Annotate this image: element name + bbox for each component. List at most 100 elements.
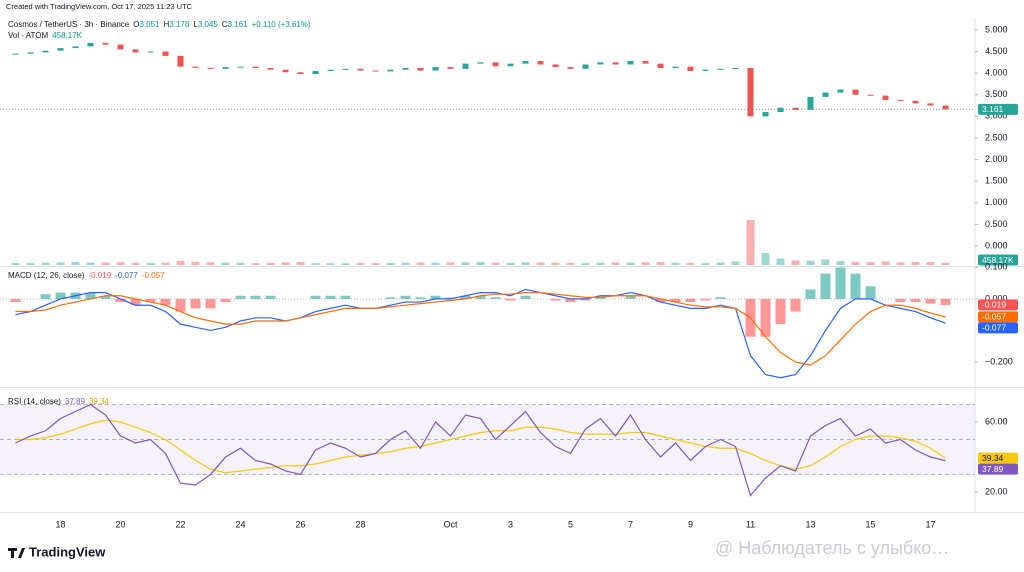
candle xyxy=(177,55,184,67)
volume-bar xyxy=(386,263,395,265)
ohlc-label: C xyxy=(221,20,228,29)
logo: TradingView xyxy=(8,544,106,559)
volume-bar xyxy=(326,263,335,265)
volume-bar xyxy=(311,263,320,265)
macd-tag: -0.077 xyxy=(982,323,1006,333)
created-note: Created with TradingView.com, Oct 17, 20… xyxy=(6,2,192,11)
candle xyxy=(822,92,829,97)
candle xyxy=(102,42,109,45)
candle xyxy=(417,67,424,71)
macd-signal-value: -0.057 xyxy=(141,271,165,280)
histogram-bar xyxy=(580,298,591,301)
y-tick-label: 5.000 xyxy=(985,24,1008,34)
volume-bar xyxy=(701,263,710,265)
rsi-title: RSI (14, close) xyxy=(8,397,61,406)
macd-tag-bg xyxy=(978,322,1018,334)
x-tick-label: 13 xyxy=(805,519,815,529)
volume-bar xyxy=(626,262,635,265)
y-tick-label: 0.000 xyxy=(985,293,1008,303)
symbol-legend: Cosmos / TetherUS · 3h · Binance O3.051 H… xyxy=(8,20,311,29)
x-tick-label: 5 xyxy=(568,519,573,529)
candle xyxy=(522,61,529,64)
ohlc-value: 3.051 xyxy=(139,20,160,29)
price-change: +0.110 (+3.61%) xyxy=(251,20,311,29)
candle xyxy=(147,51,154,53)
x-tick-label: 18 xyxy=(55,519,65,529)
volume-bar xyxy=(416,262,425,265)
macd-hist-value: -0.019 xyxy=(88,271,112,280)
histogram-bar xyxy=(775,298,786,325)
histogram-bar xyxy=(685,298,696,303)
histogram-bar xyxy=(490,297,501,299)
volume-bar xyxy=(296,261,305,265)
candle xyxy=(87,42,94,47)
volume-bar xyxy=(251,263,260,265)
volume-bar xyxy=(341,263,350,265)
volume-bar xyxy=(401,262,410,265)
candle xyxy=(642,61,649,64)
ohlc-item: L3.045 xyxy=(193,20,217,29)
candle xyxy=(267,67,274,70)
y-tick-label: 2.500 xyxy=(985,132,1008,142)
volume-bar xyxy=(551,262,560,265)
rsi-legend: RSI (14, close) 37.89 39.34 xyxy=(8,397,109,406)
last-price-tag-bg xyxy=(978,103,1018,115)
y-tick-label: 0.500 xyxy=(985,219,1008,229)
candle xyxy=(897,99,904,101)
signal-line xyxy=(15,291,946,366)
watermark: @ Наблюдатель с улыбко… xyxy=(715,538,949,558)
volume-bar xyxy=(506,262,515,265)
candle xyxy=(912,100,919,104)
candle xyxy=(402,67,409,70)
histogram-bar xyxy=(430,295,441,299)
candle xyxy=(612,62,619,65)
volume-legend: Vol · ATOM 458.17K xyxy=(8,31,82,40)
y-tick-label: 0.000 xyxy=(985,240,1008,250)
rsi-tag-bg xyxy=(978,463,1018,475)
histogram-bar xyxy=(325,295,336,299)
volume-bar xyxy=(461,262,470,265)
volume-bar xyxy=(221,262,230,265)
candle xyxy=(432,67,439,71)
y-tick-label: 60.00 xyxy=(985,416,1008,426)
volume-bar xyxy=(281,262,290,265)
volume-bar xyxy=(446,262,455,265)
volume-bar xyxy=(71,262,80,265)
ohlc-label: O xyxy=(133,20,140,29)
volume-bar xyxy=(161,262,170,265)
macd-legend: MACD (12, 26, close) -0.019 -0.077 -0.05… xyxy=(8,271,165,280)
candle xyxy=(942,105,949,110)
volume-bar xyxy=(881,261,890,265)
created-text: Created with TradingView.com, Oct 17, 20… xyxy=(6,2,193,11)
candle xyxy=(117,44,124,50)
x-tick-label: 11 xyxy=(746,519,755,529)
candle xyxy=(792,107,799,110)
macd-tag-bg xyxy=(978,299,1018,311)
histogram-bar xyxy=(40,294,51,299)
histogram-bar xyxy=(835,267,846,299)
histogram-bar xyxy=(400,295,411,299)
volume-bar xyxy=(236,262,245,265)
volume-bar xyxy=(371,263,380,265)
histogram-bar xyxy=(595,297,606,299)
macd-value: -0.077 xyxy=(115,271,138,280)
candle xyxy=(207,67,214,69)
x-tick-label: 9 xyxy=(688,519,693,529)
ohlc-item: O3.051 xyxy=(133,20,159,29)
volume-bar xyxy=(26,263,35,265)
candle xyxy=(342,68,349,70)
x-tick-label: 26 xyxy=(295,519,305,529)
volume-bar xyxy=(131,262,140,265)
histogram-bar xyxy=(10,298,21,303)
volume-bar xyxy=(101,262,110,265)
rsi-ma-line xyxy=(15,419,946,474)
candle xyxy=(72,46,79,49)
histogram-bar xyxy=(265,295,276,299)
volume-bar xyxy=(191,261,200,265)
candle xyxy=(312,70,319,75)
ohlc-label: H xyxy=(163,20,170,29)
histogram-bar xyxy=(130,298,141,306)
volume-bar xyxy=(791,260,800,265)
volume-tag: 458.17K xyxy=(982,255,1014,265)
